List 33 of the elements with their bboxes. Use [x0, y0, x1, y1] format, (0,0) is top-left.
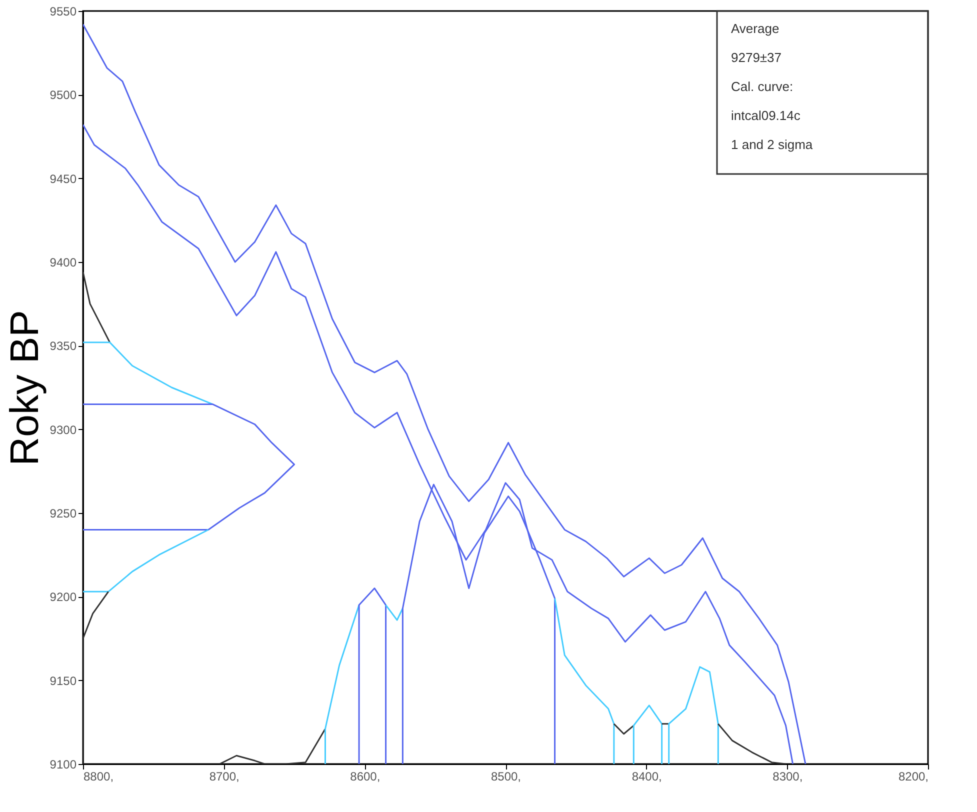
line-series	[83, 342, 214, 405]
annotation: 9279±37	[731, 50, 782, 65]
line-series	[324, 604, 360, 764]
y-tick-label: 9250	[50, 506, 77, 520]
line-series	[218, 728, 326, 764]
x-tick-label: 8200,	[898, 770, 928, 784]
line-series	[554, 598, 615, 764]
x-tick-label: 8300,	[772, 770, 803, 784]
line-series	[83, 590, 110, 764]
y-tick-label: 9300	[50, 422, 77, 437]
y-tick-label: 9100	[50, 758, 77, 772]
x-tick-label: 8800,	[84, 770, 114, 784]
annotation: 1 and 2 sigma	[731, 137, 814, 152]
y-tick-label: 9200	[50, 590, 77, 604]
y-tick-label: 9500	[50, 88, 77, 102]
annotation: intcal09.14c	[731, 108, 801, 123]
x-tick-label: 8400,	[632, 770, 662, 784]
y-axis-title: Roky BP	[2, 310, 47, 466]
annotation: Average	[731, 21, 780, 36]
x-tick-label: 8600,	[350, 770, 380, 784]
line-series	[717, 723, 787, 764]
y-tick-label: 9400	[50, 256, 77, 270]
line-series	[83, 403, 295, 530]
line-series	[83, 528, 210, 592]
line-series	[632, 704, 663, 764]
x-tick-label: 8500,	[490, 770, 522, 784]
line-series	[668, 666, 719, 764]
y-tick-label: 9150	[50, 674, 77, 688]
annotation: Cal. curve:	[731, 79, 794, 94]
y-tick-label: 9550	[50, 4, 77, 18]
y-tick-label: 9450	[50, 172, 77, 186]
y-tick-label: 9350	[50, 339, 77, 354]
x-tick-label: 8700,	[209, 770, 240, 784]
